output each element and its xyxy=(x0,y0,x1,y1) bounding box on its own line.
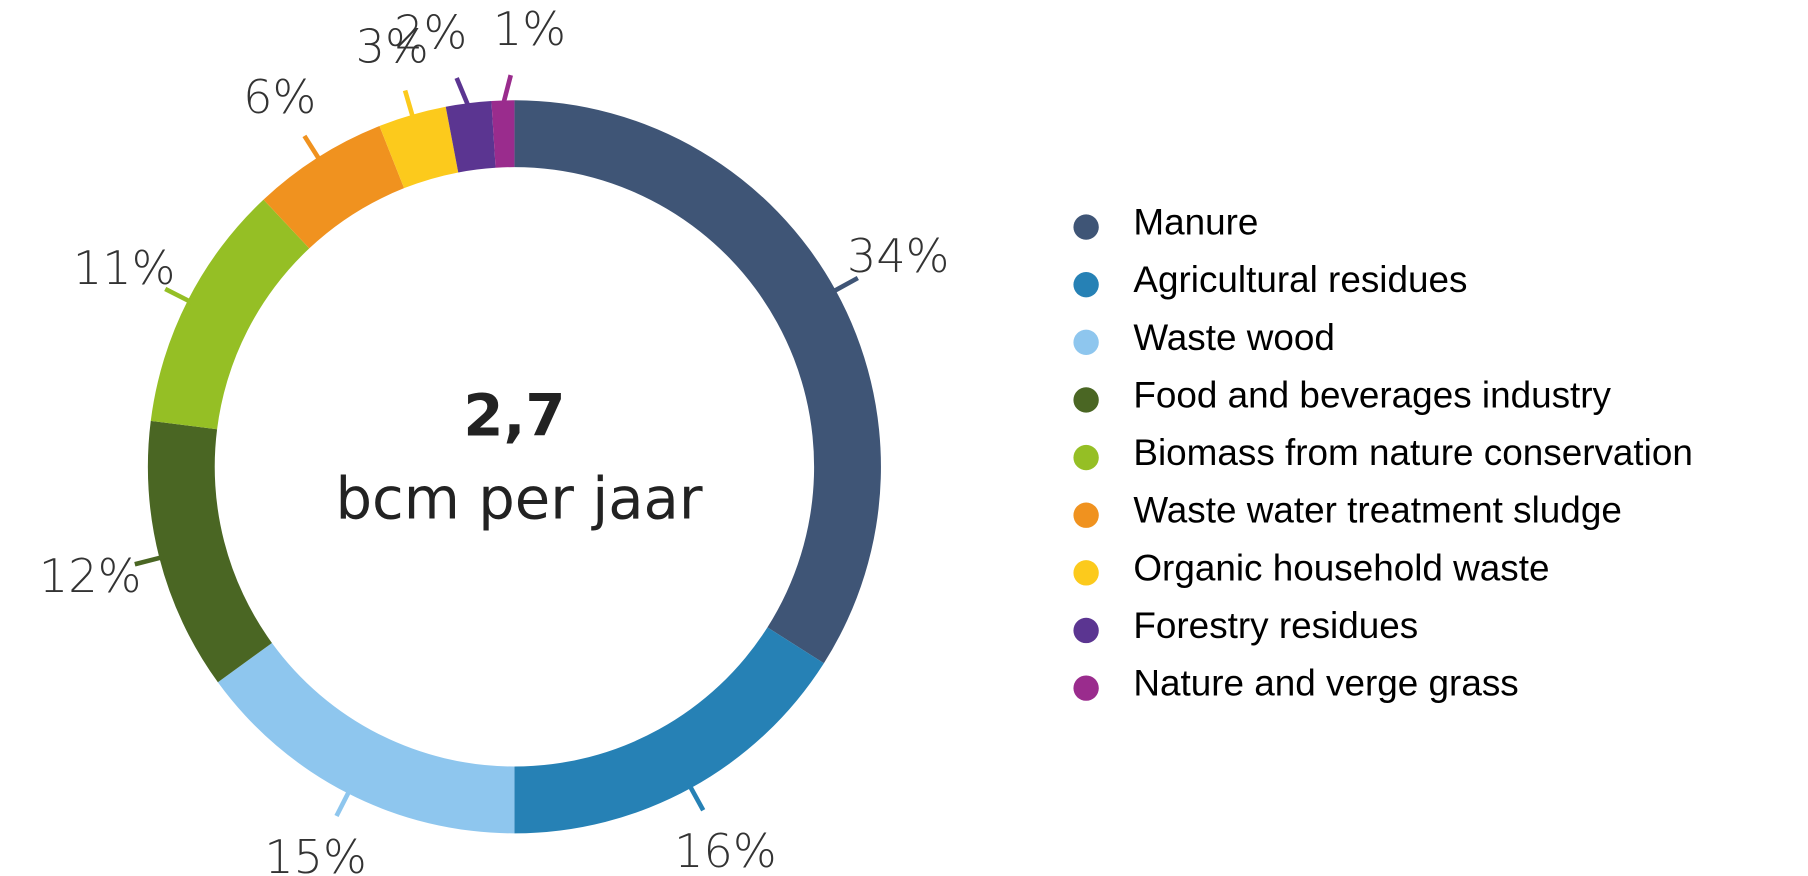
legend-marker xyxy=(1073,444,1099,471)
donut-segment xyxy=(147,420,272,683)
donut-segment xyxy=(514,627,824,834)
value-label: 1% xyxy=(493,2,566,56)
legend-label: Nature and verge grass xyxy=(1133,663,1518,704)
donut-segment xyxy=(379,106,459,189)
value-label: 6% xyxy=(243,70,316,124)
donut-segment xyxy=(217,642,515,834)
donut-segment xyxy=(263,126,405,249)
leader-line xyxy=(402,89,416,120)
legend-marker xyxy=(1073,272,1099,298)
legend-label: Organic household waste xyxy=(1133,547,1549,588)
donut-segment xyxy=(491,100,515,168)
leader-line xyxy=(302,134,323,163)
legend-label: Waste wood xyxy=(1133,317,1335,358)
legend-marker xyxy=(1073,675,1099,701)
donut-segment xyxy=(514,100,881,664)
legend-label: Waste water treatment sludge xyxy=(1133,490,1621,531)
legend-marker xyxy=(1073,387,1099,413)
leader-line xyxy=(830,275,859,295)
leader-line xyxy=(454,77,472,109)
value-label: 34% xyxy=(847,229,949,283)
legend-marker xyxy=(1073,560,1099,586)
legend-marker xyxy=(1073,617,1099,644)
value-label: 2% xyxy=(394,5,467,59)
donut-segment xyxy=(445,101,496,173)
value-label: 11% xyxy=(73,241,175,295)
leader-line xyxy=(334,788,353,818)
value-label: 12% xyxy=(39,549,141,603)
leader-line xyxy=(500,74,513,106)
value-label: 3% xyxy=(356,19,429,73)
legend-label: Agricultural residues xyxy=(1133,259,1467,300)
legend-marker xyxy=(1073,502,1099,528)
center-value: 2,7 xyxy=(463,383,565,450)
legend-label: Manure xyxy=(1133,202,1258,243)
center-label: bcm per jaar xyxy=(335,466,702,533)
leader-line xyxy=(134,554,165,567)
leader-line xyxy=(164,286,193,305)
legend-marker xyxy=(1073,214,1099,240)
legend-label: Food and beverages industry xyxy=(1133,374,1611,415)
legend-marker xyxy=(1073,329,1099,356)
legend-label: Forestry residues xyxy=(1133,605,1418,646)
leader-line xyxy=(686,782,706,812)
value-label: 16% xyxy=(674,824,776,876)
donut-segment xyxy=(150,199,310,430)
value-label: 15% xyxy=(264,830,366,876)
legend-label: Biomass from nature conservation xyxy=(1133,432,1693,473)
